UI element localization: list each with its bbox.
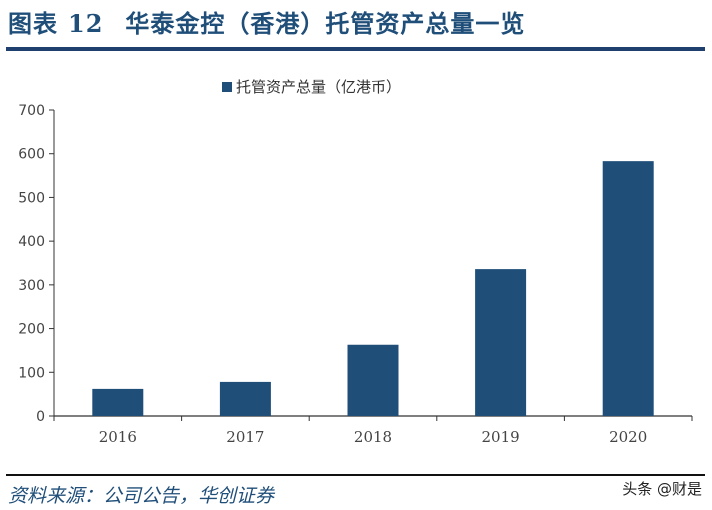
source-note: 资料来源：公司公告，华创证券 [8,485,275,507]
bar-chart: 0 100 200 300 400 500 600 700 2016 2017 2018 2019 20… [18,103,693,446]
source-rule [6,474,705,476]
y-tick-label: 100 [18,365,45,381]
figure-title-text: 华泰金控（香港）托管资产总量一览 [125,9,526,38]
y-tick-label: 500 [18,190,45,206]
x-tick-label: 2016 [99,428,137,446]
title-rule [6,47,705,51]
bar-2017 [219,381,271,416]
figure-number: 12 [68,9,104,38]
figure-label: 图表 [8,9,58,38]
y-tick-label: 400 [18,234,45,250]
bar-2019 [475,269,527,416]
watermark: 头条 @财是 [622,480,702,498]
y-tick-label: 600 [18,147,45,163]
legend-label: 托管资产总量（亿港币） [236,78,402,96]
bar-2018 [347,344,399,416]
y-tick-label: 300 [18,278,45,294]
figure-title: 图表 12 华泰金控（香港）托管资产总量一览 [8,4,525,39]
y-tick-label: 700 [18,103,45,119]
y-tick-label: 0 [36,409,45,425]
y-tick-label: 200 [18,322,45,338]
x-tick-label: 2019 [482,428,520,446]
chart-legend: 托管资产总量（亿港币） [222,76,401,97]
x-tick-label: 2020 [609,428,647,446]
x-tick-label: 2018 [354,428,392,446]
legend-swatch-icon [222,81,232,92]
bar-2016 [92,388,144,416]
bar-2020 [602,161,654,416]
x-tick-label: 2017 [226,428,264,446]
